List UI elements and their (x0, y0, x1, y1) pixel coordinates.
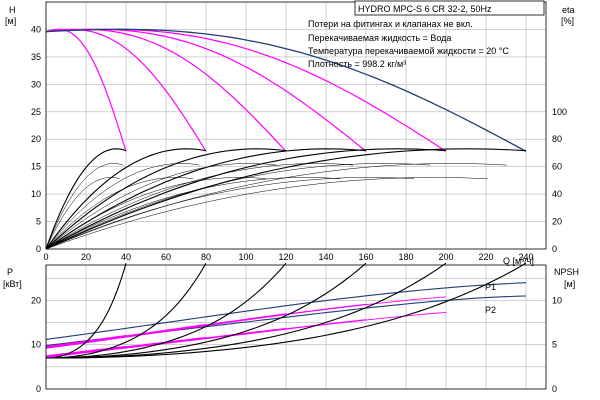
efficiency-curve (45, 163, 354, 250)
x-tick-label: 0 (43, 252, 48, 262)
plot-frame-power (45, 264, 547, 390)
efficiency-curve (45, 148, 527, 250)
efficiency-curve (45, 148, 367, 250)
x-tick-label: 240 (518, 252, 533, 262)
y-tick-label: 30 (31, 79, 41, 89)
npsh-curve (46, 262, 207, 359)
y-tick-label: 10 (31, 189, 41, 199)
series-label-p2: P2 (485, 305, 496, 315)
power-curve-partial (45, 319, 367, 358)
head-curve (45, 28, 527, 152)
npsh-axis-label: NPSH (554, 267, 579, 277)
npsh-tick-label: 10 (552, 295, 562, 305)
npsh-tick-label: 0 (552, 384, 557, 394)
x-tick-label: 80 (201, 252, 211, 262)
npsh-curve (46, 262, 527, 359)
series-label-p1: P1 (485, 282, 496, 292)
npsh-axis-unit: [м] (564, 279, 575, 289)
x-tick-label: 100 (238, 252, 253, 262)
eta-axis-unit: [%] (561, 16, 574, 26)
p-tick-label: 20 (31, 295, 41, 305)
plot-frame-head (45, 1, 547, 250)
eta-tick-label: 20 (552, 217, 562, 227)
x-tick-label: 20 (81, 252, 91, 262)
title-box (354, 0, 545, 16)
annotation-line: Потери на фитингах и клапанах не вкл. (308, 19, 473, 29)
efficiency-curve (45, 177, 488, 250)
eta-tick-label: 80 (552, 134, 562, 144)
y-tick-label: 15 (31, 162, 41, 172)
x-tick-label: 120 (278, 252, 293, 262)
power-curve (45, 282, 527, 340)
efficiency-curve (45, 163, 431, 250)
efficiency-curve (45, 177, 341, 250)
flow-axis-label: Q [м³/ч] (503, 256, 534, 266)
curves-layer (45, 28, 527, 359)
power-curve-partial (45, 311, 447, 359)
npsh-curve (46, 262, 287, 359)
x-tick-label: 220 (478, 252, 493, 262)
efficiency-curve (45, 177, 120, 250)
x-tick-label: 40 (121, 252, 131, 262)
chart-title: HYDRO MPC-S 6 CR 32-2, 50Hz (358, 4, 492, 14)
efficiency-curve (45, 163, 277, 250)
x-tick-label: 180 (398, 252, 413, 262)
x-tick-label: 200 (438, 252, 453, 262)
annotation-line: Плотность = 998.2 кг/м³ (308, 59, 406, 69)
npsh-tick-label: 5 (552, 340, 557, 350)
eta-tick-label: 0 (552, 244, 557, 254)
annotation-line: Температура перекачиваемой жидкости = 20… (308, 46, 509, 56)
eta-tick-label: 100 (552, 107, 567, 117)
power-axis-label: P (7, 267, 13, 277)
x-tick-label: 60 (161, 252, 171, 262)
power-curve-partial (45, 296, 447, 349)
p-tick-label: 0 (36, 384, 41, 394)
efficiency-curve (45, 148, 207, 250)
efficiency-curve (45, 148, 127, 250)
y-tick-label: 5 (36, 217, 41, 227)
y-tick-label: 40 (31, 24, 41, 34)
p-tick-label: 10 (31, 340, 41, 350)
annotation-line: Перекачиваемая жидкость = Вода (308, 33, 451, 43)
eta-tick-label: 40 (552, 189, 562, 199)
eta-tick-label: 60 (552, 162, 562, 172)
grid-lines (45, 2, 546, 390)
head-axis-label: H (9, 5, 16, 15)
power-axis-unit: [кВт] (3, 279, 22, 289)
head-axis-unit: [м] (5, 16, 16, 26)
efficiency-curve (45, 163, 200, 250)
efficiency-curve (45, 163, 123, 250)
x-tick-label: 140 (318, 252, 333, 262)
efficiency-curve (45, 148, 287, 250)
y-tick-label: 0 (36, 244, 41, 254)
efficiency-curve (45, 148, 447, 250)
x-tick-label: 160 (358, 252, 373, 262)
y-tick-label: 20 (31, 134, 41, 144)
npsh-curve (46, 263, 127, 359)
y-tick-label: 25 (31, 107, 41, 117)
y-tick-label: 35 (31, 52, 41, 62)
axes-layer: 0 20 40 60 80 100 120 140 160 180 200 220 2400510152… (31, 0, 567, 394)
efficiency-curve (45, 177, 415, 250)
eta-axis-label: eta (562, 5, 575, 15)
efficiency-curve (45, 163, 507, 250)
